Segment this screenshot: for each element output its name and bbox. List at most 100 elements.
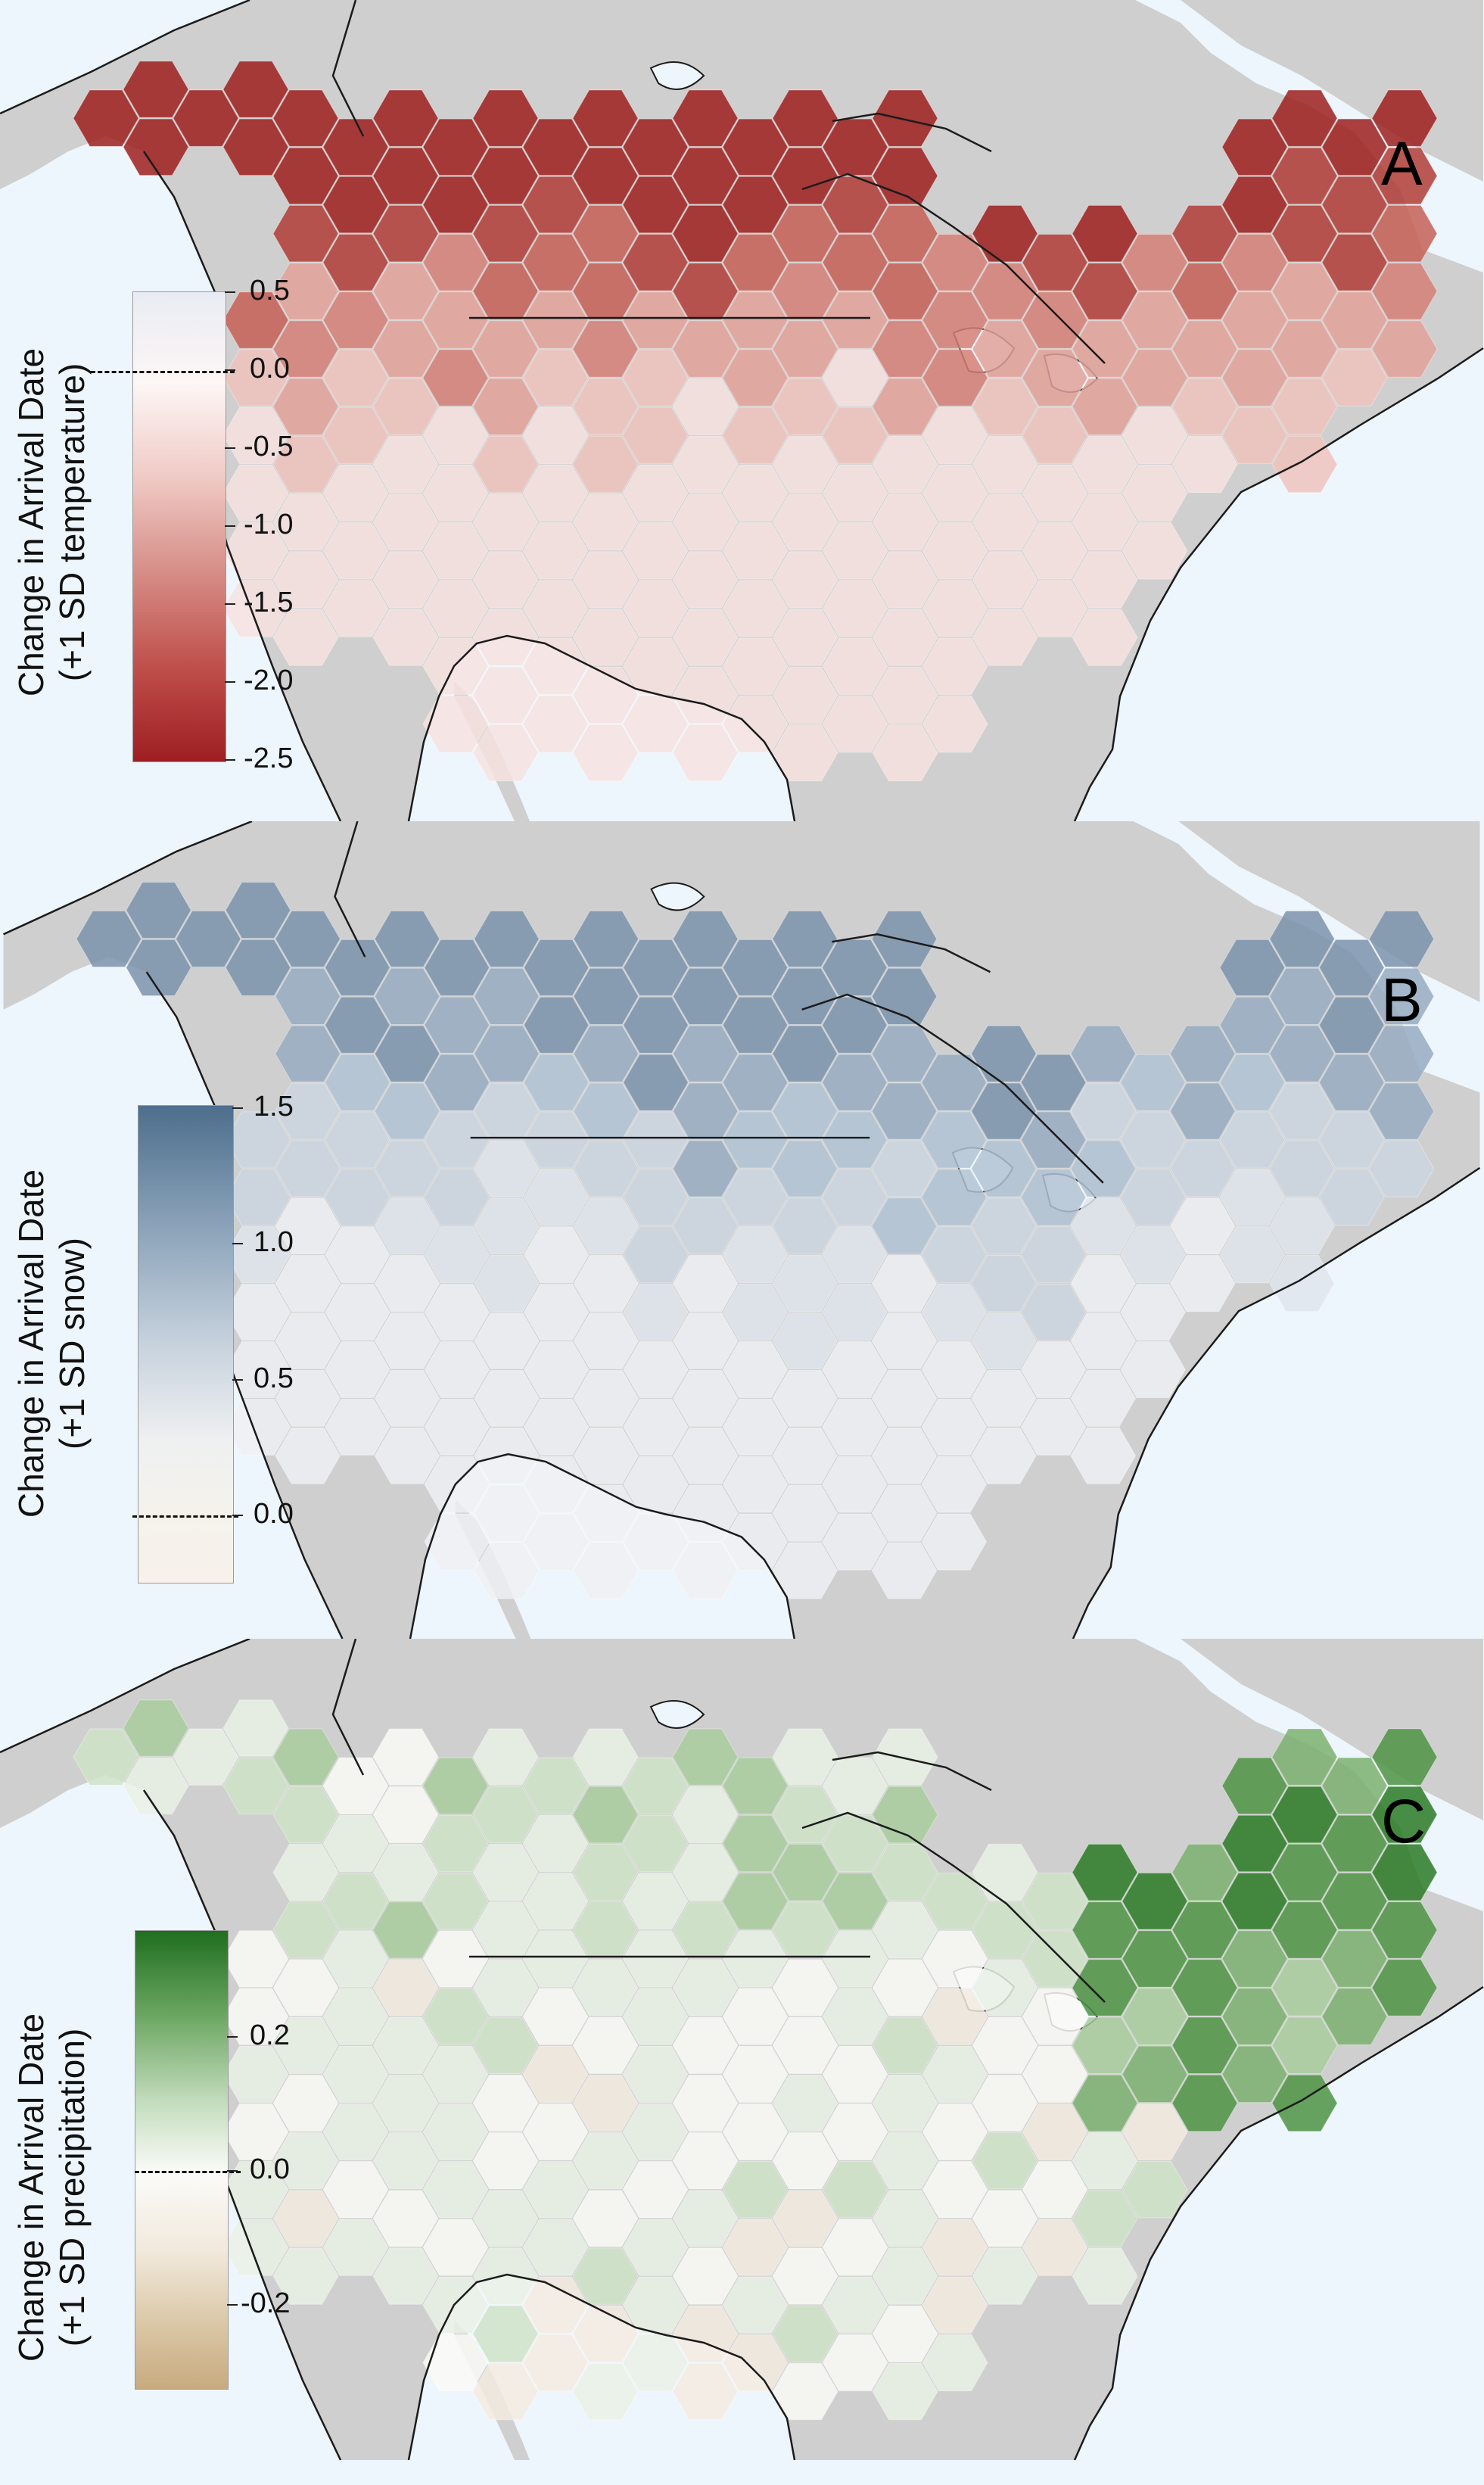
hex-cell bbox=[472, 320, 539, 378]
hex-cell bbox=[1269, 1197, 1335, 1255]
hex-cell bbox=[1221, 291, 1288, 349]
hex-cell bbox=[772, 2247, 838, 2305]
colorbar-title-line2: (+1 SD snow) bbox=[52, 1238, 92, 1450]
hex-cell bbox=[573, 1312, 639, 1370]
hex-cell bbox=[76, 910, 142, 968]
coastline-segment bbox=[407, 2273, 796, 2461]
hex-cell bbox=[772, 2132, 838, 2190]
hex-cell bbox=[922, 2045, 988, 2104]
hex-cell bbox=[272, 263, 339, 320]
hex-cell bbox=[623, 1169, 689, 1226]
colorbar-tick: 0.5 bbox=[254, 1362, 294, 1394]
hex-cell bbox=[972, 1901, 1038, 1959]
hex-cell bbox=[372, 551, 439, 609]
hex-cell bbox=[822, 2103, 888, 2161]
hex-cell bbox=[1169, 1197, 1236, 1255]
hex-cell bbox=[1368, 967, 1435, 1025]
hex-cell bbox=[872, 378, 938, 435]
hex-cell bbox=[472, 89, 539, 147]
panel-c-precipitation: C 0.2 0.0 -0.2 Change in Arrival Date (+… bbox=[0, 1639, 1484, 2485]
hex-cell bbox=[872, 1901, 938, 1959]
hex-cell bbox=[822, 406, 888, 465]
colorbar-tick: 0.0 bbox=[254, 1498, 294, 1530]
hex-cell bbox=[672, 2190, 739, 2247]
hex-cell bbox=[971, 1369, 1037, 1427]
hex-cell bbox=[322, 2219, 389, 2276]
hex-cell bbox=[972, 263, 1038, 320]
hex-cell bbox=[173, 89, 239, 147]
coastline-segment bbox=[334, 821, 366, 958]
hex-cell bbox=[722, 1169, 789, 1226]
hex-cell bbox=[622, 2334, 689, 2392]
coastline-segment bbox=[3, 821, 253, 936]
hex-cell bbox=[1171, 320, 1238, 378]
hex-cell bbox=[374, 1140, 440, 1197]
coastline-segment bbox=[331, 1639, 365, 1776]
hex-cell bbox=[623, 1283, 689, 1341]
hex-cell bbox=[672, 89, 739, 147]
hex-cell bbox=[1120, 1341, 1186, 1398]
hex-cell bbox=[472, 204, 539, 263]
hex-cell bbox=[821, 939, 888, 997]
coastline-segment bbox=[801, 1811, 1106, 2003]
hex-cell bbox=[1072, 1901, 1138, 1959]
hex-cell bbox=[474, 910, 540, 968]
hex-cell bbox=[474, 1082, 540, 1140]
hex-cell bbox=[722, 2161, 789, 2219]
hex-cell bbox=[1321, 234, 1388, 291]
hex-cell bbox=[275, 1312, 341, 1370]
hex-cell bbox=[772, 89, 838, 147]
hex-cell bbox=[1120, 1054, 1186, 1111]
hex-cell bbox=[672, 2074, 739, 2132]
hex-cell bbox=[372, 1728, 439, 1786]
hex-cell bbox=[772, 378, 838, 435]
hex-cell bbox=[1171, 1843, 1238, 1901]
hex-cell bbox=[722, 1398, 789, 1456]
hex-cell bbox=[672, 2247, 739, 2305]
hex-cell bbox=[772, 609, 838, 666]
hex-cell bbox=[972, 2074, 1038, 2132]
hex-cell bbox=[623, 1111, 689, 1169]
hex-cell bbox=[622, 2219, 689, 2276]
hex-cell bbox=[822, 464, 888, 522]
hex-cell bbox=[572, 2016, 639, 2074]
hex-cell bbox=[722, 1283, 789, 1341]
hex-cell bbox=[672, 551, 739, 609]
hex-cell bbox=[374, 1197, 440, 1255]
hex-cell bbox=[971, 1140, 1037, 1197]
hex-cell bbox=[1171, 263, 1238, 320]
hex-cell bbox=[422, 522, 489, 580]
hex-cell bbox=[1120, 1226, 1186, 1284]
hex-cell bbox=[1122, 291, 1188, 349]
colorbar-tick: -1.0 bbox=[244, 509, 294, 540]
hex-cell bbox=[971, 1312, 1037, 1370]
hex-cell bbox=[1321, 291, 1388, 349]
hex-cell bbox=[523, 939, 590, 997]
hex-cell bbox=[1020, 1054, 1087, 1111]
hex-cell bbox=[1221, 1873, 1288, 1930]
hex-cell bbox=[722, 637, 789, 695]
hex-cell bbox=[324, 939, 390, 997]
hex-cell bbox=[1070, 1369, 1137, 1427]
hex-cell bbox=[821, 1341, 888, 1398]
hex-cell bbox=[722, 2103, 789, 2161]
hex-cell bbox=[222, 1699, 289, 1757]
hex-grid bbox=[73, 1699, 1438, 2421]
hex-cell bbox=[622, 176, 689, 234]
hex-cell bbox=[573, 910, 639, 968]
hex-cell bbox=[1368, 1025, 1435, 1082]
hex-cell bbox=[971, 1427, 1037, 1484]
hex-cell bbox=[1072, 263, 1138, 320]
hex-cell bbox=[1122, 349, 1188, 406]
hex-cell bbox=[672, 493, 739, 551]
hex-cell bbox=[474, 1427, 540, 1484]
hex-cell bbox=[472, 551, 539, 609]
hex-cell bbox=[422, 1814, 489, 1873]
hex-cell bbox=[222, 118, 289, 176]
hex-cell bbox=[372, 2247, 439, 2305]
hex-cell bbox=[872, 1959, 938, 2016]
hex-cell bbox=[871, 910, 938, 968]
colorbar-title-line1: Change in Arrival Date bbox=[11, 2013, 51, 2362]
hex-cell bbox=[474, 1025, 540, 1082]
hex-cell bbox=[922, 234, 988, 291]
